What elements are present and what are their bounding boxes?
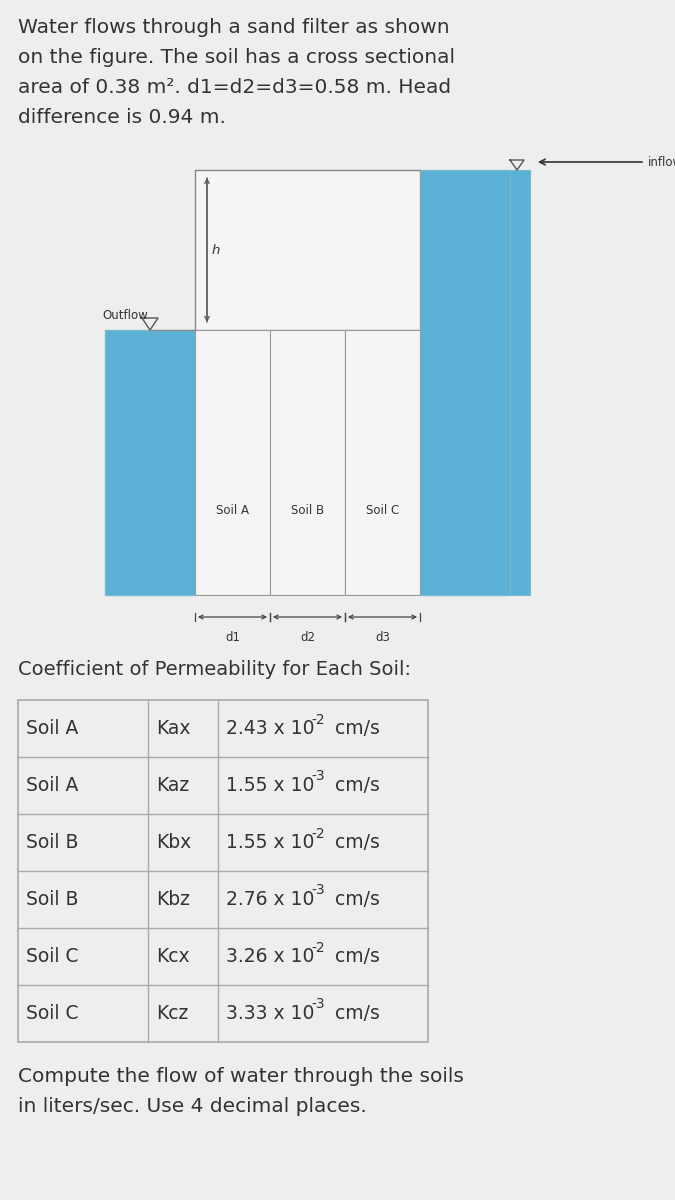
Text: 1.55 x 10: 1.55 x 10 (226, 776, 315, 794)
Bar (195, 170, 420, 330)
Text: d3: d3 (375, 631, 390, 644)
Text: Kbx: Kbx (156, 833, 191, 852)
Text: -3: -3 (311, 769, 325, 784)
Text: Kbz: Kbz (156, 890, 190, 910)
Text: Soil C: Soil C (26, 947, 78, 966)
Text: difference is 0.94 m.: difference is 0.94 m. (18, 108, 226, 127)
Text: in liters/sec. Use 4 decimal places.: in liters/sec. Use 4 decimal places. (18, 1097, 367, 1116)
Text: cm/s: cm/s (329, 1004, 380, 1022)
Text: Kcx: Kcx (156, 947, 190, 966)
Text: Kcz: Kcz (156, 1004, 188, 1022)
Text: Compute the flow of water through the soils: Compute the flow of water through the so… (18, 1067, 464, 1086)
Text: -2: -2 (311, 713, 325, 726)
Text: area of 0.38 m². d1=d2=d3=0.58 m. Head: area of 0.38 m². d1=d2=d3=0.58 m. Head (18, 78, 451, 97)
Text: Coefficient of Permeability for Each Soil:: Coefficient of Permeability for Each Soi… (18, 660, 411, 679)
Text: 1.55 x 10: 1.55 x 10 (226, 833, 315, 852)
Text: Soil A: Soil A (26, 776, 78, 794)
Text: inflow: inflow (648, 156, 675, 168)
Text: Soil A: Soil A (216, 504, 249, 517)
Text: 2.43 x 10: 2.43 x 10 (226, 719, 315, 738)
Text: on the figure. The soil has a cross sectional: on the figure. The soil has a cross sect… (18, 48, 455, 67)
Text: Kaz: Kaz (156, 776, 189, 794)
Text: d2: d2 (300, 631, 315, 644)
Text: Soil B: Soil B (26, 833, 78, 852)
Bar (420, 170, 510, 595)
Text: Soil A: Soil A (26, 719, 78, 738)
Text: cm/s: cm/s (329, 776, 380, 794)
Bar (18, 700, 428, 1042)
Bar (510, 170, 530, 595)
Text: -2: -2 (311, 827, 325, 840)
Text: 3.26 x 10: 3.26 x 10 (226, 947, 315, 966)
Text: Soil B: Soil B (26, 890, 78, 910)
Text: -3: -3 (311, 997, 325, 1012)
Text: Kax: Kax (156, 719, 190, 738)
Bar (270, 330, 345, 595)
Text: h: h (212, 244, 220, 257)
Text: cm/s: cm/s (329, 833, 380, 852)
Text: 3.33 x 10: 3.33 x 10 (226, 1004, 315, 1022)
Text: -2: -2 (311, 941, 325, 954)
Text: cm/s: cm/s (329, 947, 380, 966)
Bar (345, 330, 420, 595)
Text: Soil C: Soil C (366, 504, 399, 517)
Text: -3: -3 (311, 883, 325, 898)
Bar (105, 330, 195, 595)
Text: d1: d1 (225, 631, 240, 644)
Text: Outflow: Outflow (102, 308, 148, 322)
Text: Water flows through a sand filter as shown: Water flows through a sand filter as sho… (18, 18, 450, 37)
Text: 2.76 x 10: 2.76 x 10 (226, 890, 315, 910)
Text: cm/s: cm/s (329, 890, 380, 910)
Text: Soil C: Soil C (26, 1004, 78, 1022)
Bar (195, 330, 270, 595)
Text: Soil B: Soil B (291, 504, 324, 517)
Text: cm/s: cm/s (329, 719, 380, 738)
